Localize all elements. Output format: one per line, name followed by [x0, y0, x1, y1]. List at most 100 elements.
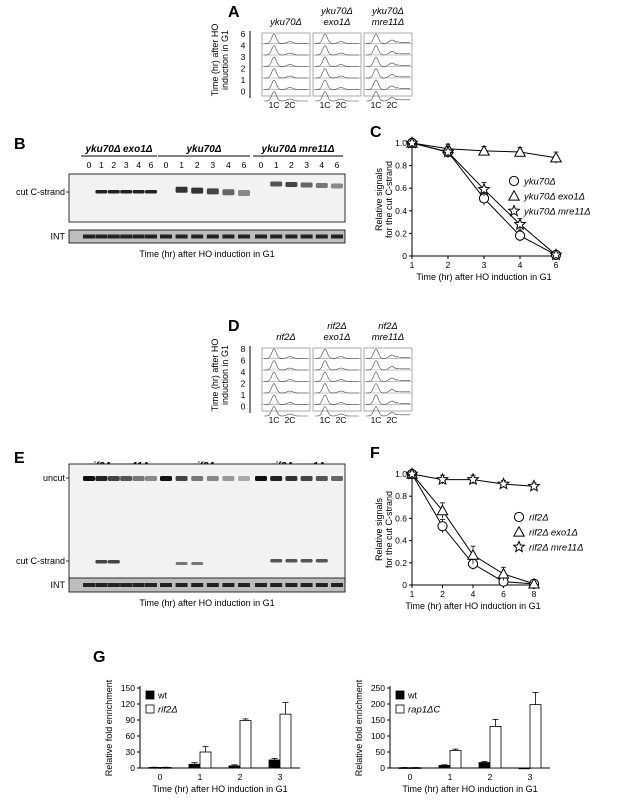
blot-int-band: [300, 583, 313, 587]
bar: [228, 765, 241, 769]
blot-band: [175, 186, 188, 193]
chart-x-tick-label: 1: [410, 260, 415, 270]
chart-marker-star: [496, 477, 511, 490]
chart-marker-triangle: [512, 525, 526, 537]
bar-y-tick-label: 60: [126, 731, 136, 741]
flow-ylabel: induction in G1: [220, 345, 230, 405]
blot-band: [191, 562, 204, 565]
chart-y-tick-label: 0.6: [395, 513, 407, 523]
blot-band: [95, 560, 108, 564]
flow-strain-label: yku70Δ: [269, 17, 302, 28]
blot-int-band: [83, 234, 95, 239]
bar-xlabel: Time (hr) after HO induction in G1: [402, 784, 537, 794]
bar-y-tick-label: 50: [376, 747, 386, 757]
chart-xlabel: Time (hr) after HO induction in G1: [416, 272, 551, 282]
flow-ploidy-tick: 2C: [285, 415, 296, 425]
blot-int-band: [238, 234, 250, 239]
blot-xlabel: Time (hr) after HO induction in G1: [139, 249, 274, 259]
chart-x-tick-label: 6: [501, 589, 506, 599]
chart-marker-star: [527, 479, 541, 492]
blot-band: [120, 190, 133, 194]
blot-band: [145, 190, 157, 194]
chart-ylabel: for the cut C-strand: [384, 491, 394, 568]
bar: [188, 763, 201, 769]
blot-int-band: [160, 583, 172, 587]
flow-ploidy-tick: 1C: [320, 415, 331, 425]
flow-ploidy-tick: 1C: [371, 100, 382, 110]
blot-group-label: yku70Δ mre11Δ: [261, 144, 335, 155]
blot-int-band: [160, 234, 172, 239]
blot-band: [238, 190, 250, 196]
flow-histogram: [264, 68, 308, 79]
flow-box: [363, 347, 413, 412]
flow-ylabel: Time (hr) after HO: [210, 339, 220, 412]
bar: [438, 765, 451, 769]
blot-uncut-label: uncut: [43, 473, 66, 483]
flow-histogram: [366, 406, 410, 417]
blot-lane-number: 4: [319, 160, 324, 170]
blot-lane-number: 6: [242, 160, 247, 170]
bar-y-tick-label: 0: [380, 763, 385, 773]
flow-box: [261, 32, 311, 97]
flow-histogram: [366, 33, 410, 44]
flow-time-tick: 1: [241, 390, 246, 400]
flow-time-tick: 0: [241, 87, 246, 97]
blot-int-band: [255, 234, 267, 239]
chart-marker-star: [477, 182, 491, 195]
flow-time-tick: 3: [241, 52, 246, 62]
flow-box: [312, 32, 362, 97]
blot-int-band: [270, 583, 283, 587]
blot-band: [238, 476, 250, 481]
blot-band: [285, 182, 298, 187]
blot-band: [255, 476, 267, 481]
flow-histogram: [264, 45, 308, 56]
flow-histogram: [366, 91, 410, 102]
bar-y-tick-label: 200: [371, 699, 385, 709]
flow-histogram: [315, 91, 359, 102]
blot-lane-number: 0: [164, 160, 169, 170]
panel-d-letter: D: [228, 318, 240, 335]
flow-strain-label: exo1Δ: [324, 17, 351, 28]
flow-time-tick: 2: [241, 379, 246, 389]
flow-ploidy-tick: 1C: [269, 100, 280, 110]
blot-band: [95, 476, 108, 481]
chart-legend-label: yku70Δ exo1Δ: [523, 192, 585, 203]
bar-y-tick-label: 250: [371, 683, 385, 693]
bar: [279, 713, 292, 769]
blot-band: [285, 476, 298, 481]
bar-x-tick-label: 3: [528, 772, 533, 782]
chart-marker-star: [405, 136, 419, 149]
flow-histogram: [315, 56, 359, 67]
blot-int-band: [175, 583, 188, 587]
blot-band: [315, 183, 328, 188]
bar: [518, 767, 531, 770]
flow-histogram: [315, 383, 359, 394]
flow-time-tick: 4: [241, 367, 246, 377]
flow-ploidy-tick: 2C: [285, 100, 296, 110]
chart-marker-triangle: [507, 189, 521, 201]
chart-ylabel: for the cut C-strand: [384, 161, 394, 238]
flow-time-tick: 0: [241, 402, 246, 412]
panel-f-line-chart: 0 0.2 0.4 0.6 0.8 1.0 1 2 4 6 8 Time (hr) after HO …: [374, 467, 583, 611]
chart-y-tick-label: 0.2: [395, 228, 407, 238]
blot-xlabel: Time (hr) after HO induction in G1: [139, 598, 274, 608]
flow-histogram: [366, 360, 410, 371]
flow-histogram: [264, 56, 308, 67]
chart-marker-star: [549, 247, 563, 261]
bar-y-tick-label: 0: [130, 763, 135, 773]
chart-ylabel: Relative signals: [374, 167, 384, 231]
chart-marker-circle: [437, 521, 448, 532]
blot-band: [300, 476, 313, 481]
bar-x-tick-label: 2: [488, 772, 493, 782]
blot-band: [270, 476, 283, 481]
chart-marker-triangle: [477, 144, 491, 156]
blot-band: [315, 559, 328, 563]
blot-group-label: yku70Δ exo1Δ: [85, 144, 153, 155]
blot-int-band: [191, 583, 204, 587]
flow-box: [312, 347, 362, 412]
flow-histogram: [264, 383, 308, 394]
flow-time-tick: 6: [241, 356, 246, 366]
flow-histogram: [315, 348, 359, 359]
chart-marker-star: [405, 467, 419, 480]
flow-histogram: [264, 348, 308, 359]
